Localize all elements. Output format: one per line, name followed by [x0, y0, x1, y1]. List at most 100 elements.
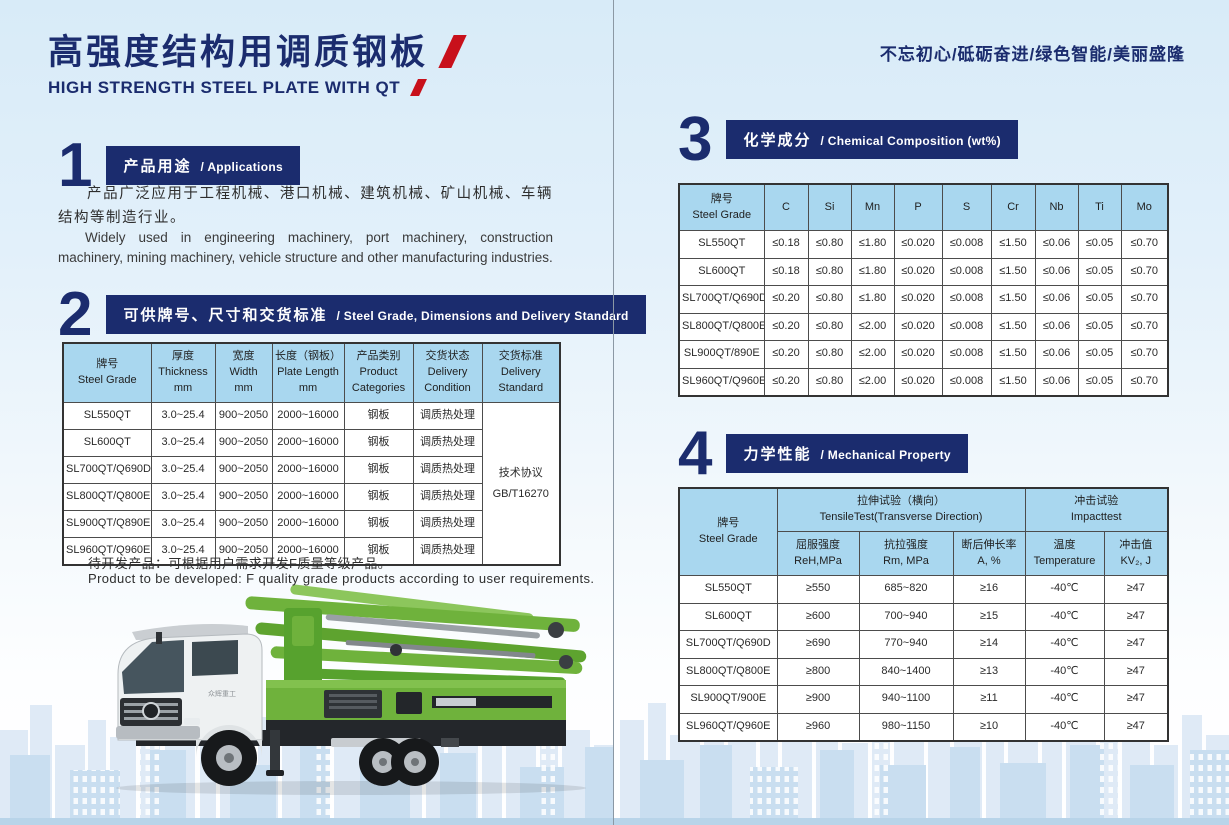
- slogan: 不忘初心/砥砺奋进/绿色智能/美丽盛隆: [879, 45, 1185, 64]
- col-header: Ti: [1077, 183, 1122, 231]
- page-title: 高强度结构用调质钢板: [48, 32, 467, 74]
- cell: ≥900: [776, 685, 860, 714]
- section-2-title-en: / Steel Grade, Dimensions and Delivery S…: [336, 309, 629, 324]
- cell: ≤0.020: [893, 312, 943, 341]
- section-3-title-bar: 化学成分 / Chemical Composition (wt%): [726, 120, 1018, 160]
- dimensions-header-row: 牌号 Steel Grade 厚度 Thickness mm 宽度 Width mm 长度…: [62, 342, 561, 403]
- cell: ≤0.06: [1034, 285, 1079, 314]
- cell: 钢板: [343, 510, 414, 538]
- col-header: 抗拉强度 Rm, MPa: [858, 531, 954, 576]
- cell: ≥10: [952, 712, 1026, 742]
- cell: 3.0~25.4: [150, 456, 216, 484]
- table-row: SL900QT/Q890E 3.0~25.4 900~2050 2000~16000 钢…: [62, 510, 560, 538]
- cell: -40℃: [1024, 685, 1105, 714]
- table-row: SL900QT/900E ≥900 940~1100 ≥11 -40℃ ≥47: [678, 685, 1169, 714]
- cell: 调质热处理: [412, 456, 483, 484]
- cell: ≤0.18: [763, 257, 809, 286]
- cell: 685~820: [858, 575, 954, 604]
- cell: 2000~16000: [271, 429, 345, 457]
- cell: 调质热处理: [412, 429, 483, 457]
- cell: ≤1.50: [990, 340, 1036, 369]
- cell: SL960QT/Q960E: [678, 367, 765, 397]
- section-2-number: 2: [58, 280, 93, 349]
- col-header: S: [941, 183, 992, 231]
- cell: ≤0.80: [807, 285, 852, 314]
- col-header: 冲击值 KV₂, J: [1103, 531, 1169, 576]
- table-row: SL700QT/Q690D ≤0.20 ≤0.80 ≤1.80 ≤0.020 ≤0.008…: [678, 285, 1169, 314]
- cell: ≤0.20: [763, 340, 809, 369]
- cell: ≥47: [1103, 685, 1169, 714]
- col-header: C: [763, 183, 809, 231]
- cell: 2000~16000: [271, 510, 345, 538]
- cell: 2000~16000: [271, 402, 345, 430]
- page-title-text: 高强度结构用调质钢板: [48, 33, 429, 72]
- cell: 840~1400: [858, 657, 954, 686]
- cell: SL800QT/Q800E: [678, 312, 765, 341]
- table-row: SL960QT/Q960E 3.0~25.4 900~2050 2000~16000 钢…: [62, 537, 560, 566]
- cell: 2000~16000: [271, 456, 345, 484]
- cell: 2000~16000: [271, 483, 345, 511]
- cell: ≥550: [776, 575, 860, 604]
- cell: ≤0.06: [1034, 367, 1079, 397]
- cell: 900~2050: [214, 510, 273, 538]
- section-1-title-bar: 产品用途 / Applications: [106, 146, 300, 186]
- cell: 980~1150: [858, 712, 954, 742]
- cell: ≥47: [1103, 602, 1169, 631]
- section-1-title-en: / Applications: [200, 160, 283, 175]
- cell: ≤0.020: [893, 285, 943, 314]
- cell: SL800QT/Q800E: [62, 483, 152, 511]
- page-divider: [613, 0, 614, 825]
- cell: ≤0.008: [941, 257, 992, 286]
- cell: 钢板: [343, 456, 414, 484]
- cell: ≥13: [952, 657, 1026, 686]
- delivery-standard-cell: 技术协议 GB/T16270: [481, 402, 561, 566]
- mechanical-group-header-row: 牌号 Steel Grade 拉伸试验（横向） TensileTest(Transv…: [678, 487, 1169, 576]
- cell: 3.0~25.4: [150, 537, 216, 566]
- cell: SL550QT: [678, 575, 778, 604]
- cell: SL900QT/890E: [678, 340, 765, 369]
- cell: ≥47: [1103, 575, 1169, 604]
- pump-truck-image: 众辉重工: [116, 584, 587, 795]
- table-row: SL550QT ≤0.18 ≤0.80 ≤1.80 ≤0.020 ≤0.008 ≤1.50 ≤…: [678, 230, 1169, 259]
- cell: 钢板: [343, 429, 414, 457]
- col-header: 牌号 Steel Grade: [62, 342, 152, 403]
- cell: ≥47: [1103, 657, 1169, 686]
- cell: ≤0.06: [1034, 257, 1079, 286]
- cell: ≤0.05: [1077, 312, 1122, 341]
- section-4-title-en: / Mechanical Property: [820, 448, 951, 463]
- cell: ≤0.008: [941, 312, 992, 341]
- cell: -40℃: [1024, 575, 1105, 604]
- cell: 调质热处理: [412, 483, 483, 511]
- cell: 调质热处理: [412, 537, 483, 566]
- cell: 900~2050: [214, 456, 273, 484]
- cell: ≤0.20: [763, 367, 809, 397]
- col-header: Mo: [1120, 183, 1169, 231]
- cell: ≤1.50: [990, 257, 1036, 286]
- cell: SL900QT/900E: [678, 685, 778, 714]
- cell: ≤0.70: [1120, 230, 1169, 259]
- col-header: 产品类别 Product Categories: [343, 342, 414, 403]
- cell: ≤0.06: [1034, 230, 1079, 259]
- cell: ≤0.80: [807, 230, 852, 259]
- page-subtitle-text: HIGH STRENGTH STEEL PLATE WITH QT: [48, 78, 401, 97]
- section-4-number: 4: [678, 419, 713, 488]
- red-slash-icon: [438, 35, 467, 69]
- cell: ≤0.20: [763, 312, 809, 341]
- cell: SL550QT: [62, 402, 152, 430]
- cell: SL600QT: [678, 602, 778, 631]
- cell: SL900QT/Q890E: [62, 510, 152, 538]
- table-row: SL600QT ≤0.18 ≤0.80 ≤1.80 ≤0.020 ≤0.008 ≤1.50 ≤…: [678, 257, 1169, 286]
- cell: ≤0.008: [941, 230, 992, 259]
- cell: ≤0.80: [807, 367, 852, 397]
- cell: SL550QT: [678, 230, 765, 259]
- cell: SL960QT/Q960E: [678, 712, 778, 742]
- cell: ≤2.00: [850, 340, 895, 369]
- table-row: SL600QT ≥600 700~940 ≥15 -40℃ ≥47: [678, 602, 1169, 631]
- col-header: Mn: [850, 183, 895, 231]
- section-3-number: 3: [678, 105, 713, 174]
- cell: ≥600: [776, 602, 860, 631]
- cell: ≤1.50: [990, 285, 1036, 314]
- table-row: SL700QT/Q690D 3.0~25.4 900~2050 2000~16000 钢…: [62, 456, 560, 484]
- cell: 2000~16000: [271, 537, 345, 566]
- col-header: 交货状态 Delivery Condition: [412, 342, 483, 403]
